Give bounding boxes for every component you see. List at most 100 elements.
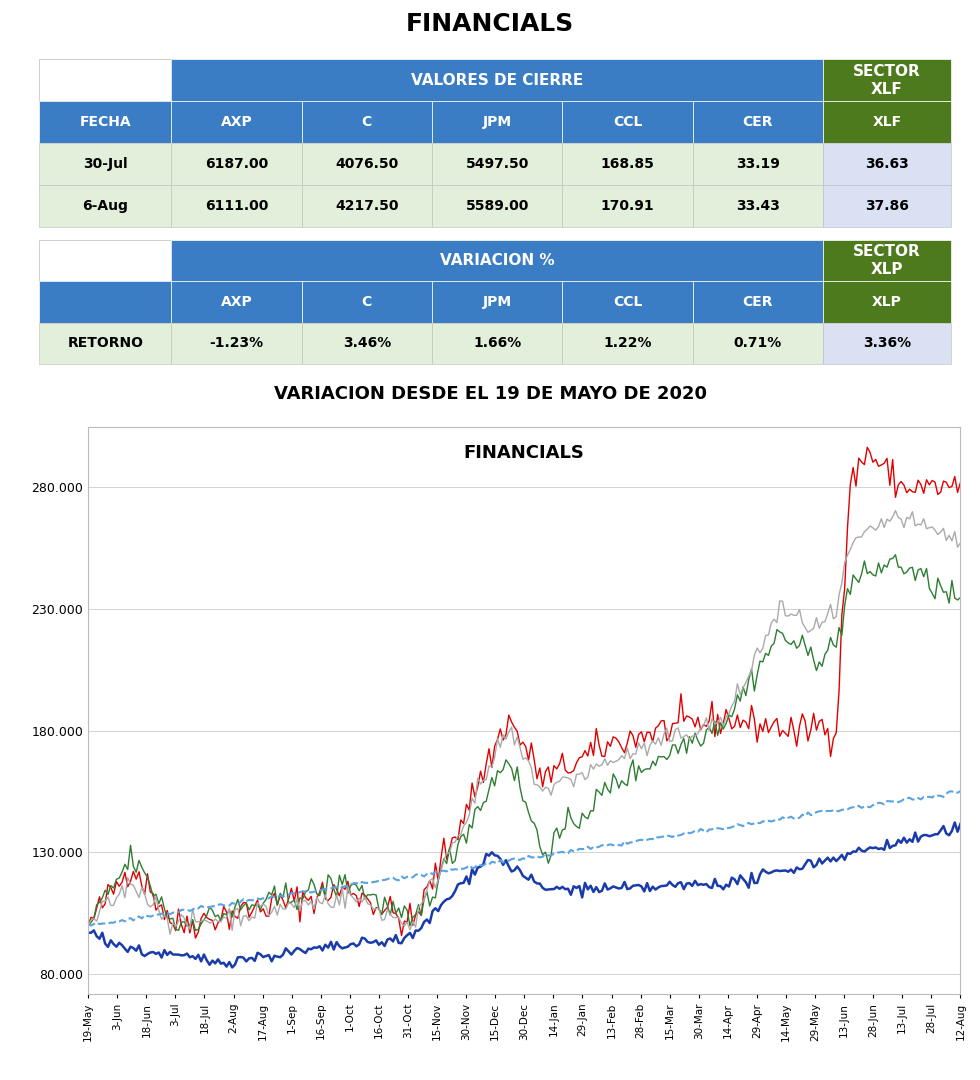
AXP (181, 909, 193, 922)
Text: 1.66%: 1.66% (473, 336, 521, 350)
Text: 168.85: 168.85 (601, 157, 655, 171)
Text: 36.63: 36.63 (865, 157, 908, 171)
Text: 170.91: 170.91 (601, 199, 655, 213)
Bar (563, 185, 693, 227)
CER (955, 785, 966, 798)
Bar (693, 323, 823, 364)
JPM (322, 897, 334, 910)
AXP (189, 932, 201, 945)
C (322, 868, 334, 881)
JPM (82, 919, 94, 932)
Bar (432, 102, 563, 144)
Bar (302, 323, 432, 364)
Bar (172, 240, 823, 281)
Bar (302, 143, 432, 185)
Bar (39, 143, 172, 185)
Text: VARIACION DESDE EL 19 DE MAYO DE 2020: VARIACION DESDE EL 19 DE MAYO DE 2020 (273, 386, 707, 403)
Bar (39, 59, 172, 102)
CER (359, 876, 370, 889)
Text: JPM: JPM (482, 295, 512, 309)
Text: C: C (362, 295, 372, 309)
Bar (823, 102, 951, 144)
C (890, 549, 902, 562)
Bar (693, 102, 823, 144)
CCL (359, 932, 370, 945)
Bar (302, 185, 432, 227)
Text: 3.46%: 3.46% (343, 336, 391, 350)
AXP (322, 894, 334, 907)
Bar (172, 323, 302, 364)
AXP (955, 476, 966, 489)
CER (85, 919, 97, 932)
CER (500, 854, 512, 867)
Bar (823, 323, 951, 364)
Line: JPM: JPM (88, 511, 960, 934)
C (464, 819, 475, 832)
AXP (500, 728, 512, 741)
Text: 6-Aug: 6-Aug (82, 199, 128, 213)
AXP (82, 919, 94, 932)
Bar (39, 102, 172, 144)
Bar (39, 281, 172, 323)
JPM (955, 537, 966, 550)
Text: SECTOR
XLP: SECTOR XLP (853, 244, 920, 276)
Text: 33.43: 33.43 (736, 199, 780, 213)
Bar (563, 281, 693, 323)
Text: 3.36%: 3.36% (862, 336, 910, 350)
Bar (823, 240, 951, 281)
CCL (82, 927, 94, 940)
Bar (823, 143, 951, 185)
Text: 33.19: 33.19 (736, 157, 780, 171)
JPM (184, 922, 196, 935)
JPM (165, 928, 176, 941)
AXP (464, 804, 475, 816)
JPM (464, 808, 475, 821)
Bar (823, 281, 951, 323)
Bar (432, 185, 563, 227)
AXP (887, 454, 899, 467)
Text: 5497.50: 5497.50 (466, 157, 529, 171)
Bar (563, 143, 693, 185)
Text: CCL: CCL (612, 116, 642, 130)
Bar (172, 102, 302, 144)
Bar (172, 281, 302, 323)
CCL (949, 816, 960, 829)
Text: FINANCIALS: FINANCIALS (406, 12, 574, 37)
Line: AXP: AXP (88, 447, 960, 939)
Text: AXP: AXP (220, 295, 253, 309)
CCL (226, 961, 238, 974)
Text: RETORNO: RETORNO (68, 336, 143, 350)
Bar (302, 281, 432, 323)
Text: 5589.00: 5589.00 (466, 199, 529, 213)
Bar (693, 281, 823, 323)
Text: 4076.50: 4076.50 (335, 157, 399, 171)
Text: 6111.00: 6111.00 (205, 199, 269, 213)
Bar (172, 143, 302, 185)
Line: CER: CER (88, 792, 960, 926)
Bar (432, 323, 563, 364)
Text: -1.23%: -1.23% (210, 336, 264, 350)
JPM (359, 891, 370, 904)
C (359, 892, 370, 905)
CCL (322, 941, 334, 954)
Text: 4217.50: 4217.50 (335, 199, 399, 213)
Bar (302, 102, 432, 144)
Text: FECHA: FECHA (79, 116, 131, 130)
Text: FINANCIALS: FINANCIALS (464, 444, 585, 461)
Text: 30-Jul: 30-Jul (83, 157, 127, 171)
JPM (884, 515, 896, 528)
Text: CCL: CCL (612, 295, 642, 309)
Bar (693, 185, 823, 227)
Text: SECTOR
XLF: SECTOR XLF (853, 64, 920, 96)
CER (82, 917, 94, 930)
CCL (181, 947, 193, 960)
Bar (823, 59, 951, 102)
Text: 1.22%: 1.22% (604, 336, 652, 350)
Bar (693, 143, 823, 185)
CCL (500, 853, 512, 866)
CCL (884, 841, 896, 854)
CER (184, 904, 196, 917)
Text: 37.86: 37.86 (865, 199, 908, 213)
Bar (563, 102, 693, 144)
C (189, 923, 201, 936)
